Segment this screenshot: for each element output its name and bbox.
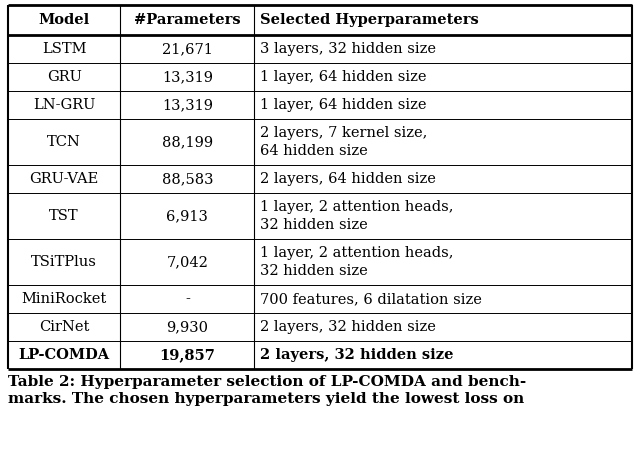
Text: 2 layers, 32 hidden size: 2 layers, 32 hidden size — [260, 348, 454, 362]
Text: 1 layer, 64 hidden size: 1 layer, 64 hidden size — [260, 98, 427, 112]
Text: GRU: GRU — [47, 70, 81, 84]
Text: TST: TST — [49, 209, 79, 223]
Text: 3 layers, 32 hidden size: 3 layers, 32 hidden size — [260, 42, 436, 56]
Text: 19,857: 19,857 — [159, 348, 215, 362]
Text: 7,042: 7,042 — [166, 255, 209, 269]
Text: 13,319: 13,319 — [162, 70, 213, 84]
Text: CirNet: CirNet — [39, 320, 90, 334]
Text: 1 layer, 2 attention heads,
32 hidden size: 1 layer, 2 attention heads, 32 hidden si… — [260, 246, 454, 278]
Text: 6,913: 6,913 — [166, 209, 209, 223]
Text: MiniRocket: MiniRocket — [22, 292, 107, 306]
Text: LN-GRU: LN-GRU — [33, 98, 95, 112]
Text: 88,583: 88,583 — [162, 172, 213, 186]
Text: LSTM: LSTM — [42, 42, 86, 56]
Text: GRU-VAE: GRU-VAE — [29, 172, 99, 186]
Text: 21,671: 21,671 — [162, 42, 213, 56]
Text: 2 layers, 32 hidden size: 2 layers, 32 hidden size — [260, 320, 436, 334]
Text: 1 layer, 64 hidden size: 1 layer, 64 hidden size — [260, 70, 427, 84]
Text: 9,930: 9,930 — [166, 320, 209, 334]
Text: marks. The chosen hyperparameters yield the lowest loss on: marks. The chosen hyperparameters yield … — [8, 392, 524, 406]
Text: 13,319: 13,319 — [162, 98, 213, 112]
Text: Model: Model — [38, 13, 90, 27]
Text: 2 layers, 64 hidden size: 2 layers, 64 hidden size — [260, 172, 436, 186]
Text: 2 layers, 7 kernel size,
64 hidden size: 2 layers, 7 kernel size, 64 hidden size — [260, 126, 428, 158]
Text: 1 layer, 2 attention heads,
32 hidden size: 1 layer, 2 attention heads, 32 hidden si… — [260, 200, 454, 232]
Text: 88,199: 88,199 — [162, 135, 213, 149]
Text: -: - — [185, 292, 190, 306]
Text: LP-COMDA: LP-COMDA — [19, 348, 109, 362]
Text: TCN: TCN — [47, 135, 81, 149]
Text: Selected Hyperparameters: Selected Hyperparameters — [260, 13, 479, 27]
Text: TSiTPlus: TSiTPlus — [31, 255, 97, 269]
Text: Table 2: Hyperparameter selection of LP-COMDA and bench-: Table 2: Hyperparameter selection of LP-… — [8, 375, 526, 389]
Text: 700 features, 6 dilatation size: 700 features, 6 dilatation size — [260, 292, 483, 306]
Text: #Parameters: #Parameters — [134, 13, 241, 27]
